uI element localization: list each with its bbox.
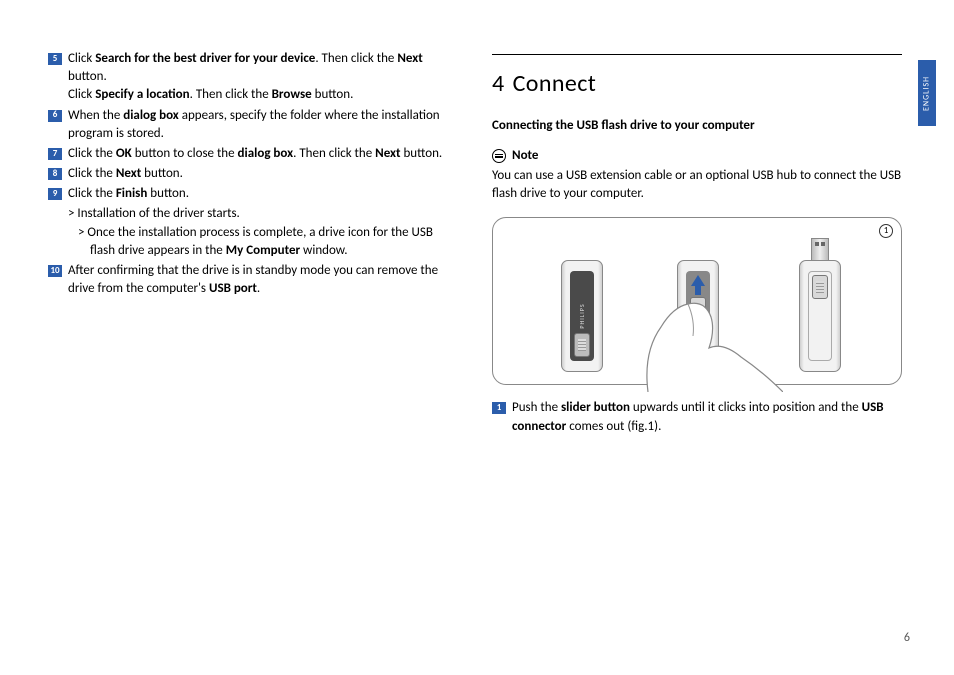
note-body: You can use a USB extension cable or an … <box>492 167 902 203</box>
usb-connector-icon <box>811 238 829 260</box>
step-item: 10 After confirming that the drive is in … <box>48 262 458 298</box>
step-number-badge: 6 <box>48 110 62 122</box>
step-item: 5 Click Search for the best driver for yo… <box>48 50 458 105</box>
step-number-badge: 1 <box>492 402 506 414</box>
section-title-text: Connect <box>513 69 597 98</box>
step-number-badge: 7 <box>48 148 62 160</box>
left-column: 5 Click Search for the best driver for yo… <box>48 50 458 438</box>
step-number-badge: 10 <box>48 265 62 277</box>
note-icon <box>492 149 506 163</box>
step-item: 9 Click the Finish button.> Installation … <box>48 185 458 260</box>
step-item: 6 When the dialog box appears, specify th… <box>48 107 458 143</box>
step-number-badge: 8 <box>48 168 62 180</box>
step-text: Click the Next button. <box>68 165 458 183</box>
language-tab: ENGLISH <box>918 60 936 126</box>
step-number-badge: 9 <box>48 188 62 200</box>
right-column: 4 Connect Connecting the USB flash drive … <box>492 50 902 438</box>
step-text: After confirming that the drive is in st… <box>68 262 458 298</box>
usb-drive-closed: PHILIPS <box>561 260 603 372</box>
step-text: When the dialog box appears, specify the… <box>68 107 458 143</box>
step-text: Click Search for the best driver for you… <box>68 50 458 105</box>
page-number: 6 <box>904 630 910 647</box>
hand-thumb-illustration <box>633 272 783 392</box>
philips-brand-label: PHILIPS <box>578 304 586 329</box>
manual-page: 5 Click Search for the best driver for yo… <box>0 0 954 468</box>
section-number: 4 <box>492 69 505 98</box>
step-number-badge: 5 <box>48 53 62 65</box>
step-list: 5 Click Search for the best driver for yo… <box>48 50 458 298</box>
step-item: 1 Push the slider button upwards until i… <box>492 399 902 435</box>
step-text: Push the slider button upwards until it … <box>512 399 902 435</box>
usb-drive-open <box>799 260 841 372</box>
subheading: Connecting the USB flash drive to your c… <box>492 117 902 135</box>
step-item: 7 Click the OK button to close the dialog… <box>48 145 458 163</box>
section-heading: 4 Connect <box>492 67 902 101</box>
step-text: Click the Finish button.> Installation o… <box>68 185 458 260</box>
figure-number: 1 <box>879 224 893 238</box>
figure-1: 1 PHILIPS <box>492 217 902 385</box>
note-header: Note <box>492 147 902 165</box>
section-divider <box>492 54 902 55</box>
note-label: Note <box>512 147 538 165</box>
step-item: 8 Click the Next button. <box>48 165 458 183</box>
step-text: Click the OK button to close the dialog … <box>68 145 458 163</box>
